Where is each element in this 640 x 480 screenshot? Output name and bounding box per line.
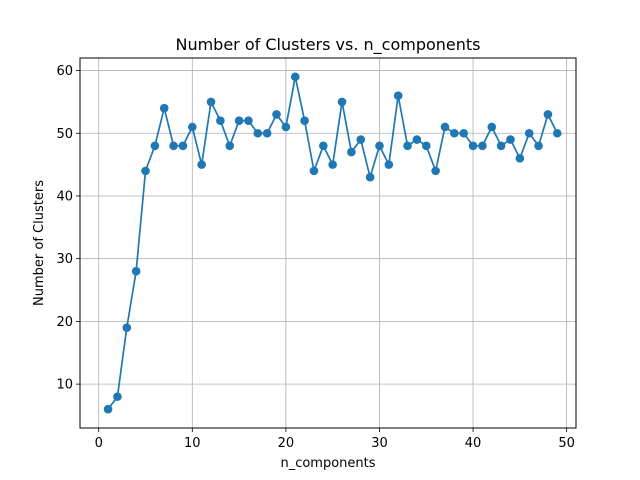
data-point bbox=[534, 141, 543, 151]
data-point bbox=[290, 72, 300, 82]
data-point bbox=[384, 160, 394, 169]
data-point bbox=[225, 141, 235, 151]
data-point bbox=[150, 141, 160, 151]
y-tick-label: 60 bbox=[56, 64, 73, 79]
data-point bbox=[487, 122, 497, 132]
data-point bbox=[262, 128, 272, 138]
y-tick-label: 40 bbox=[56, 189, 73, 204]
data-point bbox=[281, 122, 291, 132]
grid-lines bbox=[80, 58, 576, 428]
chart-title: Number of Clusters vs. n_components bbox=[175, 35, 480, 55]
data-point bbox=[206, 97, 216, 107]
data-point bbox=[244, 116, 253, 126]
data-point bbox=[393, 91, 403, 100]
data-point bbox=[113, 392, 122, 401]
axis-ticks: 0 10 20 30 40 50 10 20 30 40 50 60 bbox=[56, 64, 574, 451]
data-point bbox=[337, 97, 347, 107]
data-point bbox=[188, 122, 197, 132]
data-point bbox=[440, 122, 450, 132]
y-tick-label: 50 bbox=[56, 127, 73, 142]
data-point bbox=[375, 141, 384, 151]
x-tick-label: 10 bbox=[184, 436, 201, 451]
data-point bbox=[169, 141, 178, 151]
data-point bbox=[253, 128, 263, 138]
y-tick-label: 20 bbox=[56, 315, 73, 330]
data-point bbox=[159, 103, 169, 113]
data-point bbox=[431, 166, 440, 176]
data-point bbox=[412, 135, 422, 144]
data-point bbox=[496, 141, 506, 151]
data-point bbox=[178, 141, 188, 151]
series-layer bbox=[103, 72, 562, 414]
plot-frame bbox=[79, 57, 577, 429]
data-point bbox=[328, 160, 337, 169]
data-point bbox=[543, 110, 553, 119]
data-point bbox=[347, 147, 356, 157]
x-tick-label: 40 bbox=[465, 436, 482, 451]
y-tick-label: 10 bbox=[56, 378, 73, 393]
y-tick-label: 30 bbox=[56, 252, 73, 267]
data-point bbox=[450, 128, 459, 138]
data-point bbox=[524, 128, 534, 138]
data-point bbox=[234, 116, 244, 126]
data-point bbox=[365, 172, 375, 182]
data-point bbox=[122, 323, 132, 332]
data-point bbox=[515, 154, 525, 163]
x-tick-label: 30 bbox=[371, 436, 388, 451]
data-point bbox=[216, 116, 225, 126]
x-axis-label: n_components bbox=[280, 456, 375, 471]
data-point bbox=[421, 141, 431, 151]
data-point bbox=[356, 135, 366, 144]
data-point bbox=[300, 116, 309, 126]
data-point bbox=[272, 110, 281, 119]
data-point bbox=[197, 160, 206, 169]
x-tick-label: 0 bbox=[95, 436, 103, 451]
x-tick-label: 50 bbox=[558, 436, 575, 451]
plot-area bbox=[80, 58, 576, 428]
data-point bbox=[141, 166, 150, 176]
data-point bbox=[552, 128, 562, 138]
data-point bbox=[403, 141, 412, 151]
data-point bbox=[319, 141, 328, 151]
data-point bbox=[478, 141, 487, 151]
data-point bbox=[131, 266, 141, 276]
y-axis-label: Number of Clusters bbox=[32, 180, 47, 306]
data-point bbox=[459, 128, 469, 138]
data-point bbox=[506, 135, 515, 144]
data-point bbox=[103, 404, 113, 414]
data-point bbox=[309, 166, 319, 176]
x-tick-label: 20 bbox=[278, 436, 295, 451]
data-point bbox=[468, 141, 478, 151]
